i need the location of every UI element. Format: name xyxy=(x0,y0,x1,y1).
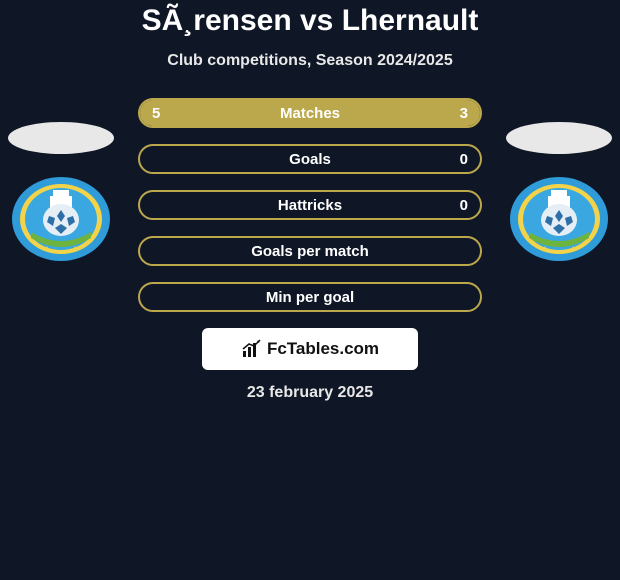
brand-badge[interactable]: FcTables.com xyxy=(202,328,418,370)
stat-label: Goals per match xyxy=(251,243,369,260)
player-right-column xyxy=(504,122,614,262)
stat-row: Goals 0 xyxy=(138,144,482,174)
brand-text: FcTables.com xyxy=(267,339,379,359)
page-title: SÃ¸rensen vs Lhernault xyxy=(0,4,620,38)
stat-value-right: 0 xyxy=(460,192,468,218)
stat-label: Matches xyxy=(280,105,340,122)
stat-row: 5 Matches 3 xyxy=(138,98,482,128)
stat-row: Hattricks 0 xyxy=(138,190,482,220)
club-crest-icon xyxy=(509,176,609,262)
chart-icon xyxy=(241,339,263,359)
player-left-avatar-placeholder xyxy=(8,122,114,154)
club-right-badge xyxy=(509,176,609,262)
club-left-badge xyxy=(11,176,111,262)
stat-label: Goals xyxy=(289,151,331,168)
footer-date: 23 february 2025 xyxy=(0,384,620,402)
stat-label: Hattricks xyxy=(278,197,342,214)
stat-value-left: 5 xyxy=(152,100,160,126)
comparison-card: SÃ¸rensen vs Lhernault Club competitions… xyxy=(0,0,620,402)
stat-row: Min per goal xyxy=(138,282,482,312)
player-right-avatar-placeholder xyxy=(506,122,612,154)
player-left-column xyxy=(6,122,116,262)
stat-label: Min per goal xyxy=(266,289,354,306)
stats-list: 5 Matches 3 Goals 0 Hattricks 0 Goals per match… xyxy=(138,98,482,312)
stat-value-right: 0 xyxy=(460,146,468,172)
page-subtitle: Club competitions, Season 2024/2025 xyxy=(0,52,620,70)
club-crest-icon xyxy=(11,176,111,262)
stat-row: Goals per match xyxy=(138,236,482,266)
stat-value-right: 3 xyxy=(460,100,468,126)
